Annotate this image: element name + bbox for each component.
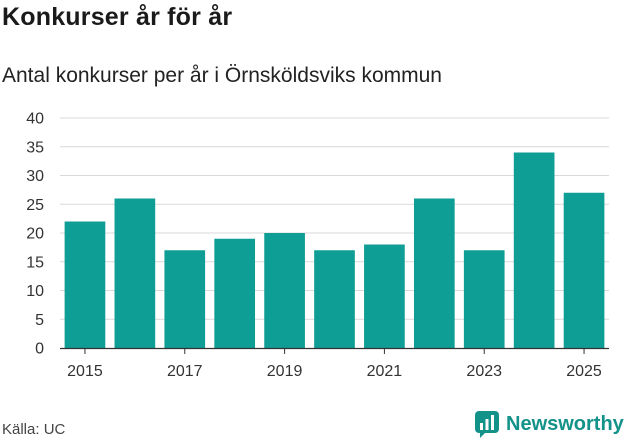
bar bbox=[413, 198, 455, 348]
bar bbox=[314, 250, 355, 348]
y-tick-label: 15 bbox=[26, 254, 44, 271]
newsworthy-logo: Newsworthy bbox=[474, 407, 624, 441]
x-tick-label: 2017 bbox=[167, 363, 203, 380]
source-note: Källa: UC bbox=[2, 421, 66, 438]
y-tick-label: 10 bbox=[26, 283, 44, 300]
y-tick-label: 40 bbox=[26, 111, 44, 128]
y-tick-label: 25 bbox=[26, 197, 44, 214]
bar-chart-logo-icon bbox=[475, 411, 499, 438]
x-tick-label: 2021 bbox=[367, 363, 403, 380]
chart-title: Konkurser år för år bbox=[2, 3, 233, 31]
x-tick-label: 2019 bbox=[267, 363, 303, 380]
y-tick-label: 35 bbox=[26, 139, 44, 156]
bar bbox=[114, 198, 156, 348]
bar bbox=[513, 152, 555, 348]
bar bbox=[563, 192, 605, 348]
x-tick-label: 2025 bbox=[566, 363, 602, 380]
bar bbox=[214, 238, 256, 348]
bar bbox=[64, 221, 106, 348]
x-tick-label: 2023 bbox=[466, 363, 502, 380]
brand-name: Newsworthy bbox=[506, 412, 624, 435]
chart-subtitle: Antal konkurser per år i Örnsköldsviks k… bbox=[2, 64, 442, 87]
x-tick-label: 2015 bbox=[67, 363, 103, 380]
y-tick-label: 30 bbox=[26, 168, 44, 185]
bar bbox=[463, 250, 505, 348]
bar bbox=[264, 233, 305, 348]
y-tick-label: 20 bbox=[26, 226, 44, 243]
bar bbox=[164, 250, 206, 348]
y-tick-label: 0 bbox=[35, 341, 44, 358]
y-tick-label: 5 bbox=[35, 312, 44, 329]
bar bbox=[364, 244, 405, 348]
